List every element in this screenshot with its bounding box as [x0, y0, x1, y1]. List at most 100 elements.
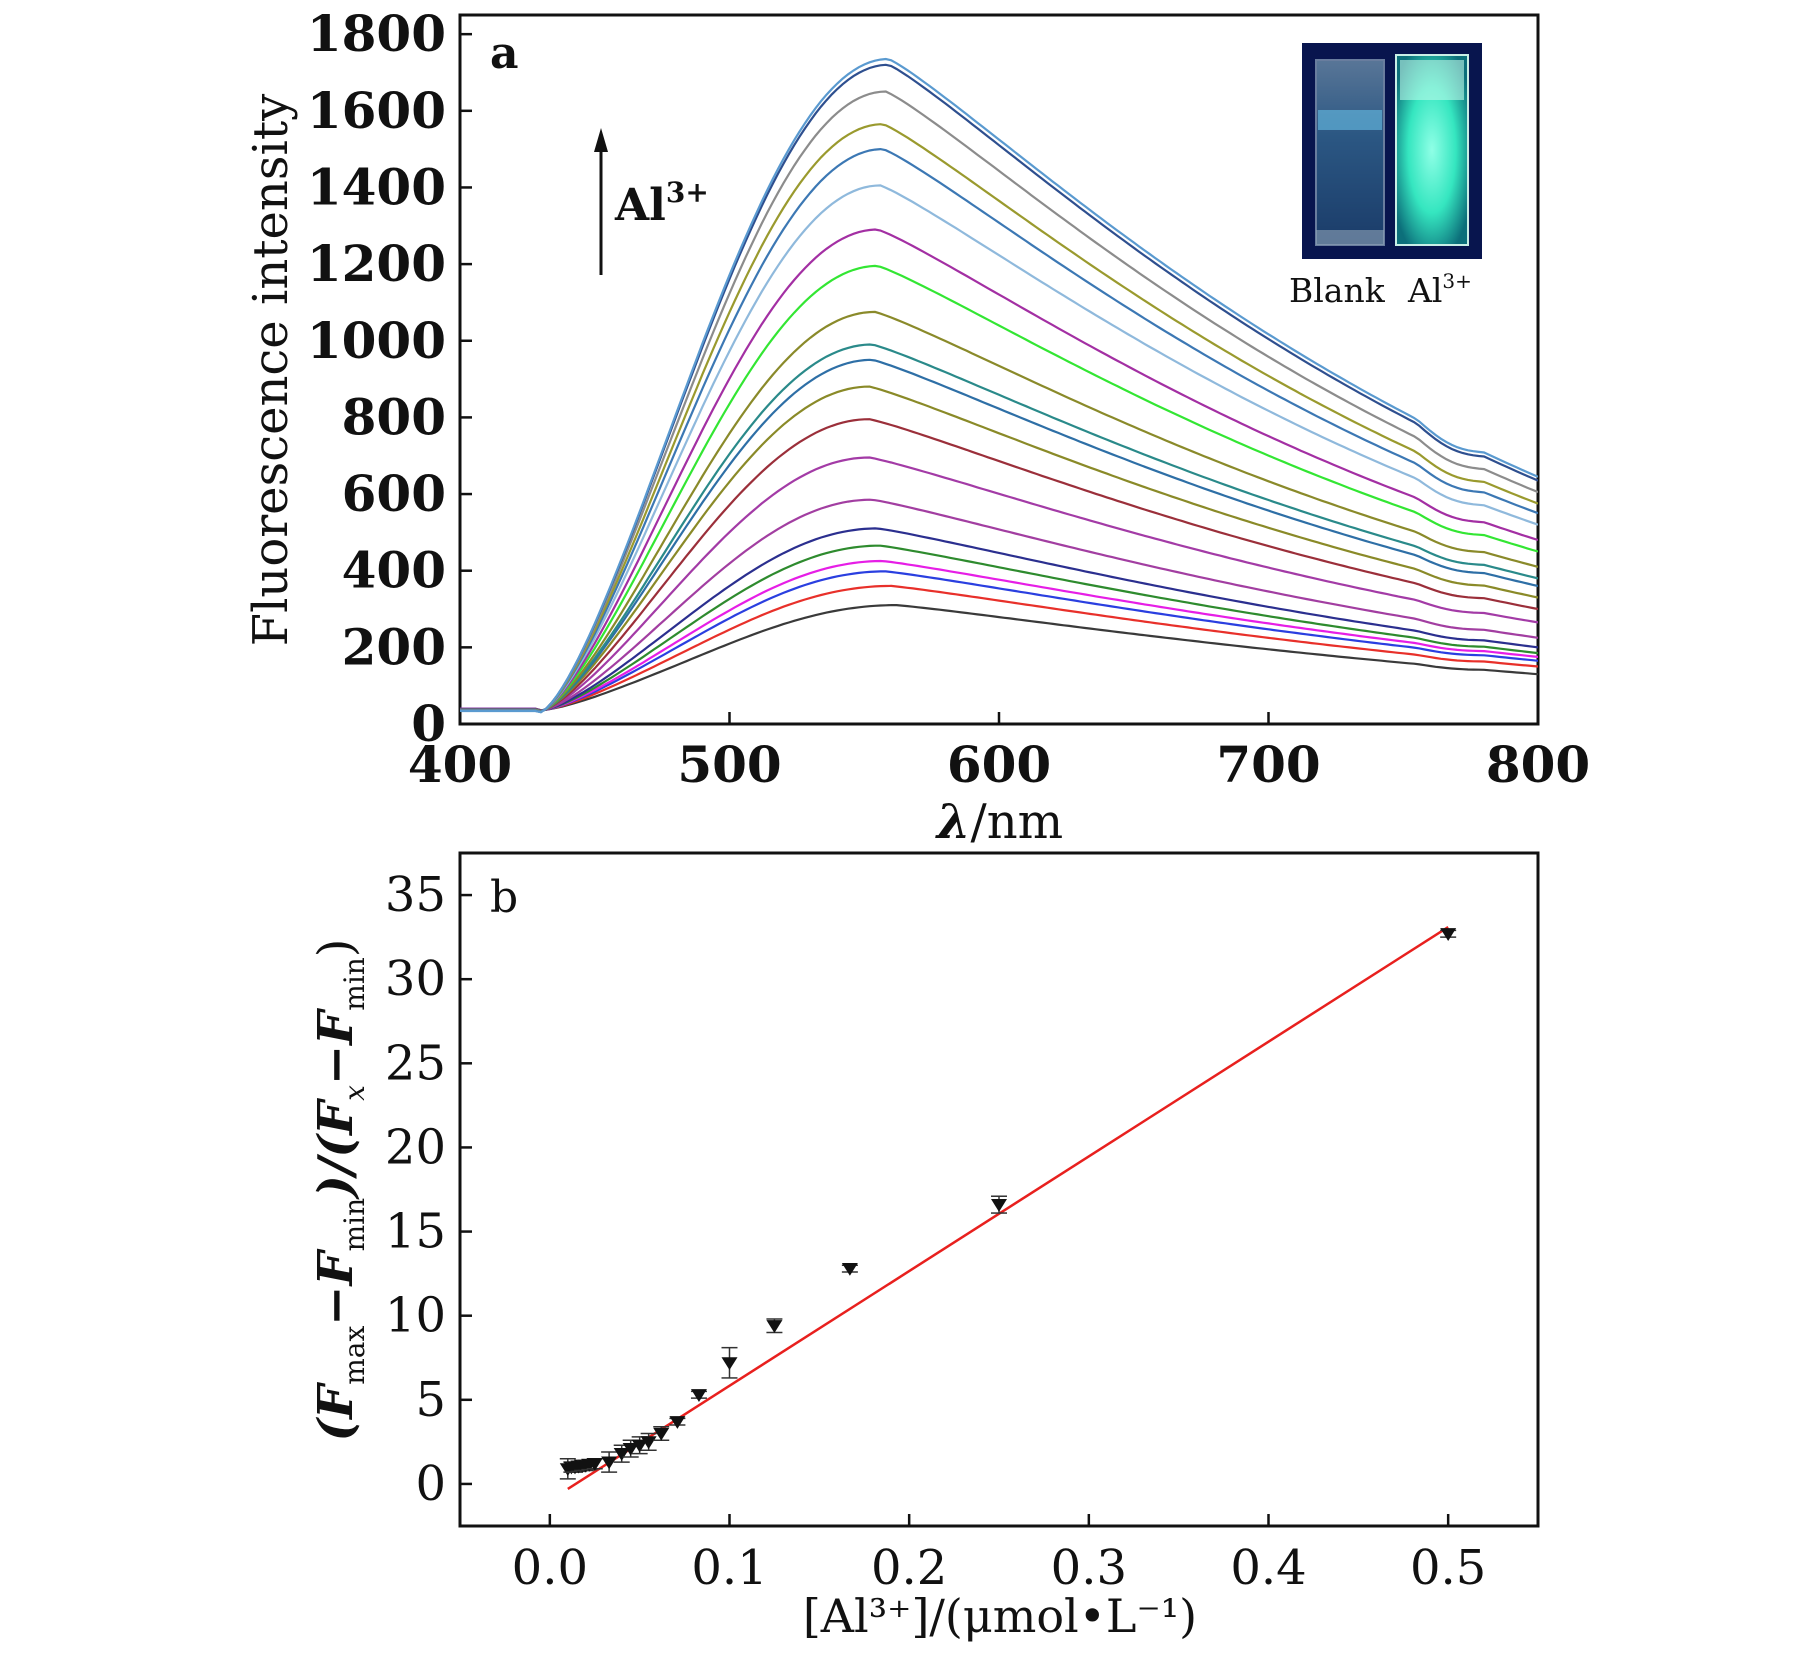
- arrow-label: Al: [614, 180, 666, 231]
- panel-b-ylabel-p3: min: [338, 1198, 371, 1252]
- spectrum-line-s6: [460, 527, 1538, 712]
- data-point-11: [631, 1439, 648, 1453]
- panel-b-ylabel-p2: −F: [308, 1248, 364, 1325]
- a-xtick-label-400: 400: [408, 735, 512, 794]
- spectrum-line-s12: [460, 343, 1538, 713]
- data-point-17: [766, 1320, 783, 1333]
- a-ytick-label-1600: 1600: [307, 81, 446, 140]
- a-ytick-label-1400: 1400: [307, 157, 446, 216]
- spectrum-line-s8: [460, 456, 1538, 713]
- data-point-9: [613, 1448, 630, 1461]
- panel-a-xlabel-unit: /nm: [971, 794, 1064, 850]
- b-xtick-label-3: 0.3: [1051, 1540, 1127, 1596]
- data-point-8: [601, 1456, 618, 1470]
- spectrum-line-s19: [460, 90, 1538, 714]
- al-cuvette: [1395, 54, 1469, 246]
- spectrum-line-s15: [460, 228, 1538, 713]
- data-point-18: [841, 1262, 858, 1276]
- panel-a-xlabel-symbol: λ: [935, 794, 971, 850]
- panel-b-ylabel-p5: x: [338, 1085, 371, 1101]
- panel-a: 400 500 600 700 800 0 200 400 600 800 1000 1200 1400…: [243, 4, 1590, 850]
- panel-b-ticks: [460, 893, 1450, 1526]
- a-xtick-label-500: 500: [677, 735, 781, 794]
- panel-a-ylabel: Fluorescence intensity: [243, 94, 299, 646]
- panel-b-plot: [559, 925, 1457, 1491]
- inset-photo: [1302, 43, 1482, 259]
- spectrum-line-s21: [460, 57, 1538, 714]
- spectrum-line-s18: [460, 123, 1538, 714]
- a-xtick-label-600: 600: [947, 735, 1051, 794]
- data-point-10: [622, 1443, 639, 1456]
- a-ytick-label-800: 800: [342, 387, 446, 446]
- spectrum-line-s16: [460, 184, 1538, 713]
- inset-al-label: Al: [1407, 271, 1442, 310]
- b-xtick-label-0: 0.0: [512, 1540, 588, 1596]
- a-xtick-label-700: 700: [1216, 735, 1320, 794]
- blank-cuvette: [1315, 59, 1385, 246]
- b-ytick-label-30: 30: [385, 951, 446, 1007]
- b-ytick-label-0: 0: [415, 1456, 446, 1512]
- svg-text:Blank: Blank: [1289, 271, 1386, 310]
- panel-b-frame: [458, 851, 1540, 1528]
- panel-b-ylabel: (Fmax−Fmin)/(Fx−Fmin): [308, 938, 371, 1441]
- panel-b-ylabel-p7: min: [338, 957, 371, 1011]
- data-point-13: [653, 1427, 670, 1441]
- arrow-label-sup: 3+: [666, 176, 709, 209]
- a-ytick-label-600: 600: [342, 464, 446, 523]
- panel-b-ylabel-p1: max: [338, 1326, 371, 1385]
- panel-a-label: a: [490, 28, 519, 79]
- b-ytick-label-35: 35: [385, 867, 446, 923]
- panel-a-curves: [460, 57, 1538, 714]
- spectrum-line-s3: [460, 570, 1538, 712]
- arrow-head-icon: [594, 128, 608, 152]
- a-xtick-label-800: 800: [1486, 735, 1590, 794]
- b-xtick-label-5: 0.5: [1410, 1540, 1486, 1596]
- panel-b-ylabel-p4: )/(F: [308, 1098, 364, 1200]
- spectrum-line-s5: [460, 544, 1538, 712]
- data-point-14: [669, 1416, 686, 1429]
- data-point-19: [991, 1199, 1007, 1212]
- b-xtick-label-2: 0.2: [871, 1540, 947, 1596]
- panel-a-tick-labels: 400 500 600 700 800 0 200 400 600 800 1000 1200 1400…: [307, 4, 1590, 794]
- panel-b-ylabel-p6: −F: [308, 1008, 364, 1085]
- svg-text:Al3+: Al3+: [1407, 269, 1472, 310]
- b-ytick-label-15: 15: [385, 1204, 446, 1260]
- spectrum-line-s14: [460, 264, 1538, 713]
- b-ytick-label-25: 25: [385, 1035, 446, 1091]
- a-ytick-label-1800: 1800: [307, 4, 446, 63]
- panel-b-ylabel-p8: ): [308, 938, 364, 957]
- svg-text:λ/nm: λ/nm: [935, 794, 1063, 850]
- b-ytick-label-10: 10: [385, 1288, 446, 1344]
- data-point-15: [690, 1389, 707, 1402]
- panel-b-xlabel: [Al³⁺]/(μmol•L⁻¹): [803, 1589, 1197, 1643]
- spectrum-line-s7: [460, 498, 1538, 712]
- a-ytick-label-0: 0: [411, 694, 446, 753]
- a-ytick-label-1200: 1200: [307, 234, 446, 293]
- panel-b: 0.0 0.1 0.2 0.3 0.4 0.5 0 5 10 15 20 25 30 35 b (Fmax…: [308, 851, 1540, 1643]
- b-xtick-label-4: 0.4: [1230, 1540, 1306, 1596]
- b-ytick-label-5: 5: [415, 1372, 446, 1428]
- a-ytick-label-200: 200: [342, 617, 446, 676]
- inset-blank-label: Blank: [1289, 271, 1386, 310]
- spectrum-line-s13: [460, 310, 1538, 713]
- panel-b-ylabel-p0: (F: [308, 1382, 364, 1442]
- inset-al-sup: 3+: [1442, 269, 1471, 293]
- a-ytick-label-1000: 1000: [307, 311, 446, 370]
- spectrum-line-s10: [460, 385, 1538, 713]
- increase-arrow: Al3+: [594, 128, 709, 275]
- spectrum-line-s17: [460, 147, 1538, 713]
- spectrum-line-s1: [460, 603, 1538, 712]
- a-ytick-label-400: 400: [342, 541, 446, 600]
- data-point-20: [1440, 928, 1457, 941]
- fit-line: [567, 925, 1449, 1491]
- panel-b-label: b: [490, 872, 518, 923]
- spectrum-line-s9: [460, 418, 1538, 713]
- spectrum-line-s11: [460, 358, 1538, 713]
- svg-text:Al3+: Al3+: [614, 176, 709, 231]
- data-point-12: [640, 1436, 657, 1450]
- panel-b-tick-labels: 0.0 0.1 0.2 0.3 0.4 0.5 0 5 10 15 20 25 30 35: [385, 867, 1486, 1596]
- data-point-7: [586, 1458, 603, 1471]
- data-point-16: [721, 1357, 738, 1370]
- spectrum-line-s2: [460, 584, 1538, 712]
